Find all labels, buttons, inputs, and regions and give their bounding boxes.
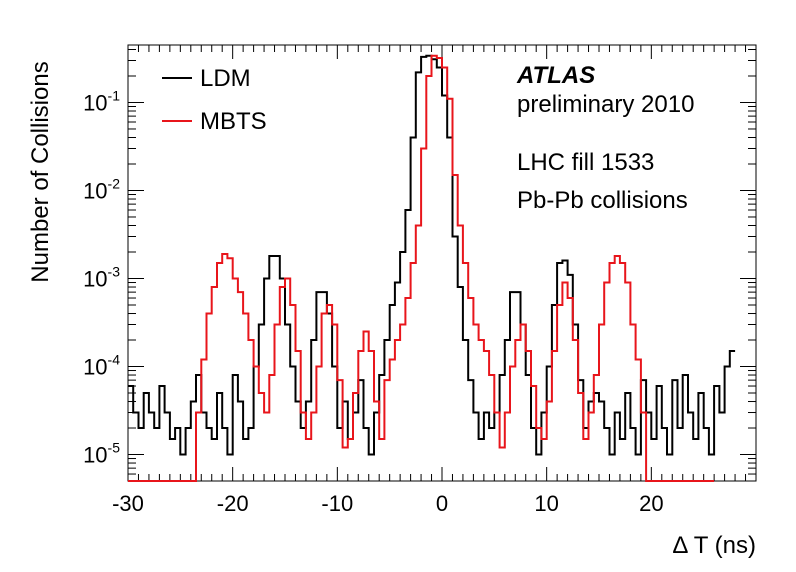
y-tick-label: 10-1	[83, 87, 120, 115]
legend-label-mbts: MBTS	[200, 108, 267, 135]
x-tick-label: 20	[639, 491, 663, 516]
x-axis-title: Δ T (ns)	[672, 532, 756, 559]
y-tick-label: 10-2	[83, 175, 120, 203]
y-axis-title: Number of Collisions	[27, 61, 54, 282]
x-tick-label: -20	[217, 491, 249, 516]
legend-label-ldm: LDM	[200, 65, 251, 92]
fill-label: LHC fill 1533	[517, 149, 654, 176]
y-tick-label: 10-4	[83, 352, 120, 380]
x-tick-label: -30	[112, 491, 144, 516]
series-mbts-line	[128, 54, 715, 482]
x-tick-label: -10	[321, 491, 353, 516]
x-tick-label: 10	[534, 491, 558, 516]
atlas-label: ATLAS	[516, 62, 595, 89]
legend: LDM MBTS	[162, 65, 267, 135]
preliminary-label: preliminary 2010	[517, 91, 694, 118]
annotation-block: ATLAS preliminary 2010 LHC fill 1533 Pb-…	[516, 62, 694, 214]
x-tick-label: 0	[436, 491, 448, 516]
axis-ticks	[127, 45, 757, 481]
y-tick-label: 10-3	[83, 263, 120, 291]
y-tick-label: 10-5	[83, 440, 120, 468]
series-lines	[128, 54, 736, 482]
y-tick-labels: 10-5 10-4 10-3 10-2 10-1	[83, 87, 120, 467]
x-tick-labels: -30 -20 -10 0 10 20	[112, 491, 663, 516]
system-label: Pb-Pb collisions	[517, 187, 688, 214]
